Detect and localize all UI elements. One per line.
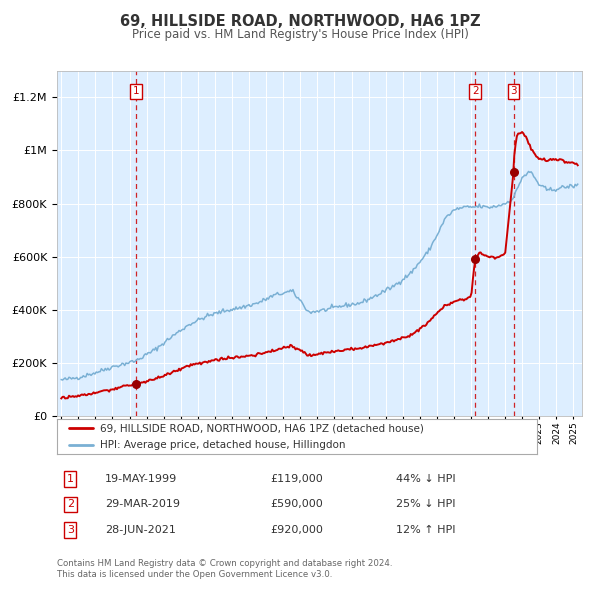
Text: 1: 1 xyxy=(67,474,74,484)
Text: 12% ↑ HPI: 12% ↑ HPI xyxy=(396,525,455,535)
Text: 3: 3 xyxy=(510,86,517,96)
Text: Contains HM Land Registry data © Crown copyright and database right 2024.
This d: Contains HM Land Registry data © Crown c… xyxy=(57,559,392,579)
Text: 19-MAY-1999: 19-MAY-1999 xyxy=(105,474,177,484)
Text: 3: 3 xyxy=(67,525,74,535)
Text: £119,000: £119,000 xyxy=(270,474,323,484)
Text: 2: 2 xyxy=(472,86,478,96)
Text: 2: 2 xyxy=(67,500,74,509)
Text: HPI: Average price, detached house, Hillingdon: HPI: Average price, detached house, Hill… xyxy=(100,440,346,450)
Text: 28-JUN-2021: 28-JUN-2021 xyxy=(105,525,176,535)
Text: 25% ↓ HPI: 25% ↓ HPI xyxy=(396,500,455,509)
Text: £590,000: £590,000 xyxy=(270,500,323,509)
Text: Price paid vs. HM Land Registry's House Price Index (HPI): Price paid vs. HM Land Registry's House … xyxy=(131,28,469,41)
Text: 69, HILLSIDE ROAD, NORTHWOOD, HA6 1PZ (detached house): 69, HILLSIDE ROAD, NORTHWOOD, HA6 1PZ (d… xyxy=(100,424,424,434)
Text: 44% ↓ HPI: 44% ↓ HPI xyxy=(396,474,455,484)
Text: 29-MAR-2019: 29-MAR-2019 xyxy=(105,500,180,509)
Text: £920,000: £920,000 xyxy=(270,525,323,535)
Text: 69, HILLSIDE ROAD, NORTHWOOD, HA6 1PZ: 69, HILLSIDE ROAD, NORTHWOOD, HA6 1PZ xyxy=(119,14,481,30)
Text: 1: 1 xyxy=(133,86,139,96)
